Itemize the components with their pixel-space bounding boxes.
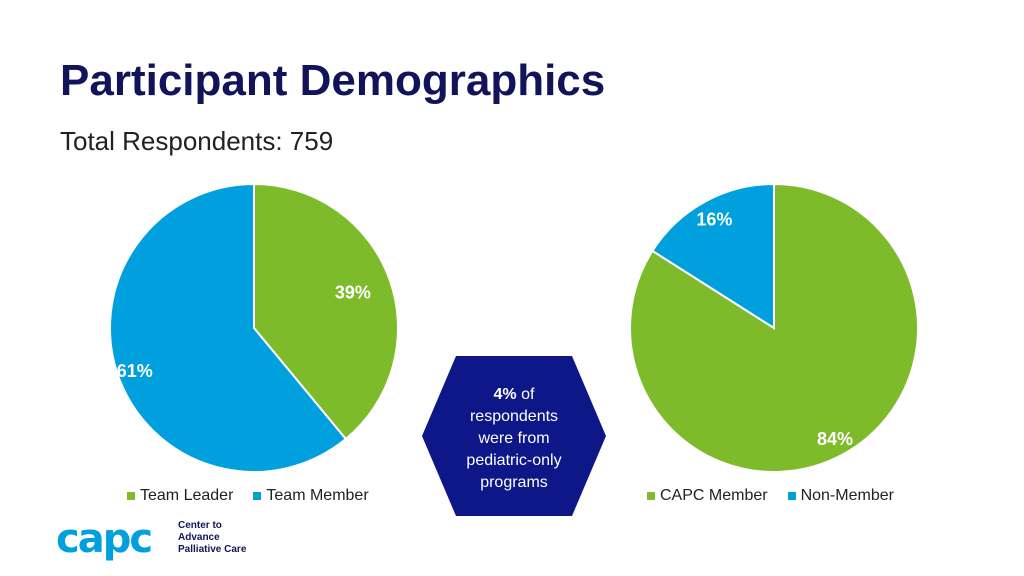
- capc-logo: capc Center to Advance Palliative Care™: [56, 516, 246, 562]
- legend-item-team-member: Team Member: [253, 487, 369, 505]
- pie-slice-non-member: [651, 182, 775, 330]
- legend-swatch-team-member: [253, 492, 262, 500]
- legend-membership: CAPC Member Non-Member: [647, 487, 894, 505]
- logo-wordmark: capc: [56, 516, 151, 562]
- page-subtitle: Total Respondents: 759: [60, 126, 334, 156]
- callout-line-1: respondents: [469, 408, 559, 425]
- callout-line-4: programs: [480, 474, 548, 491]
- legend-swatch-capc-member: [647, 492, 655, 500]
- pie-chart-role: 39% 61%: [109, 182, 399, 473]
- callout-line-3: pediatric-only: [466, 452, 562, 469]
- callout-line-2: were from: [478, 430, 550, 447]
- legend-label-non-member: Non-Member: [800, 487, 894, 504]
- legend-swatch-team-leader: [127, 492, 135, 500]
- pie-slice-team-member: [109, 182, 348, 473]
- callout-percent-suffix: of: [516, 386, 535, 403]
- logo-tagline-3: Palliative Care™: [178, 544, 246, 555]
- hexagon-shape: [422, 356, 606, 516]
- legend-item-non-member: Non-Member: [787, 487, 894, 505]
- legend-item-capc-member: CAPC Member: [647, 487, 768, 505]
- callout-text: 4% of respondents were from pediatric-on…: [452, 384, 576, 494]
- legend-role: Team Leader Team Member: [127, 487, 369, 505]
- legend-label-team-member: Team Member: [266, 487, 369, 504]
- legend-label-team-leader: Team Leader: [140, 487, 234, 504]
- logo-tagline-1: Center to: [178, 520, 222, 531]
- legend-item-team-leader: Team Leader: [127, 487, 233, 505]
- pie-chart-membership: 84% 16%: [629, 182, 919, 473]
- pie-label-team-leader: 39%: [335, 282, 371, 302]
- pie-label-capc-member: 84%: [817, 429, 853, 449]
- pie-label-non-member: 16%: [696, 209, 732, 229]
- legend-label-capc-member: CAPC Member: [660, 487, 768, 504]
- pediatric-callout: 4% of respondents were from pediatric-on…: [422, 356, 606, 516]
- pie-slice-team-leader: [253, 182, 399, 441]
- legend-swatch-non-member: [787, 492, 796, 500]
- pie-label-team-member: 61%: [117, 361, 153, 381]
- logo-tagline-2: Advance: [178, 532, 220, 543]
- page-title: Participant Demographics: [60, 56, 606, 105]
- callout-percent: 4%: [493, 386, 517, 403]
- callout-line-percent: 4% of: [452, 384, 576, 406]
